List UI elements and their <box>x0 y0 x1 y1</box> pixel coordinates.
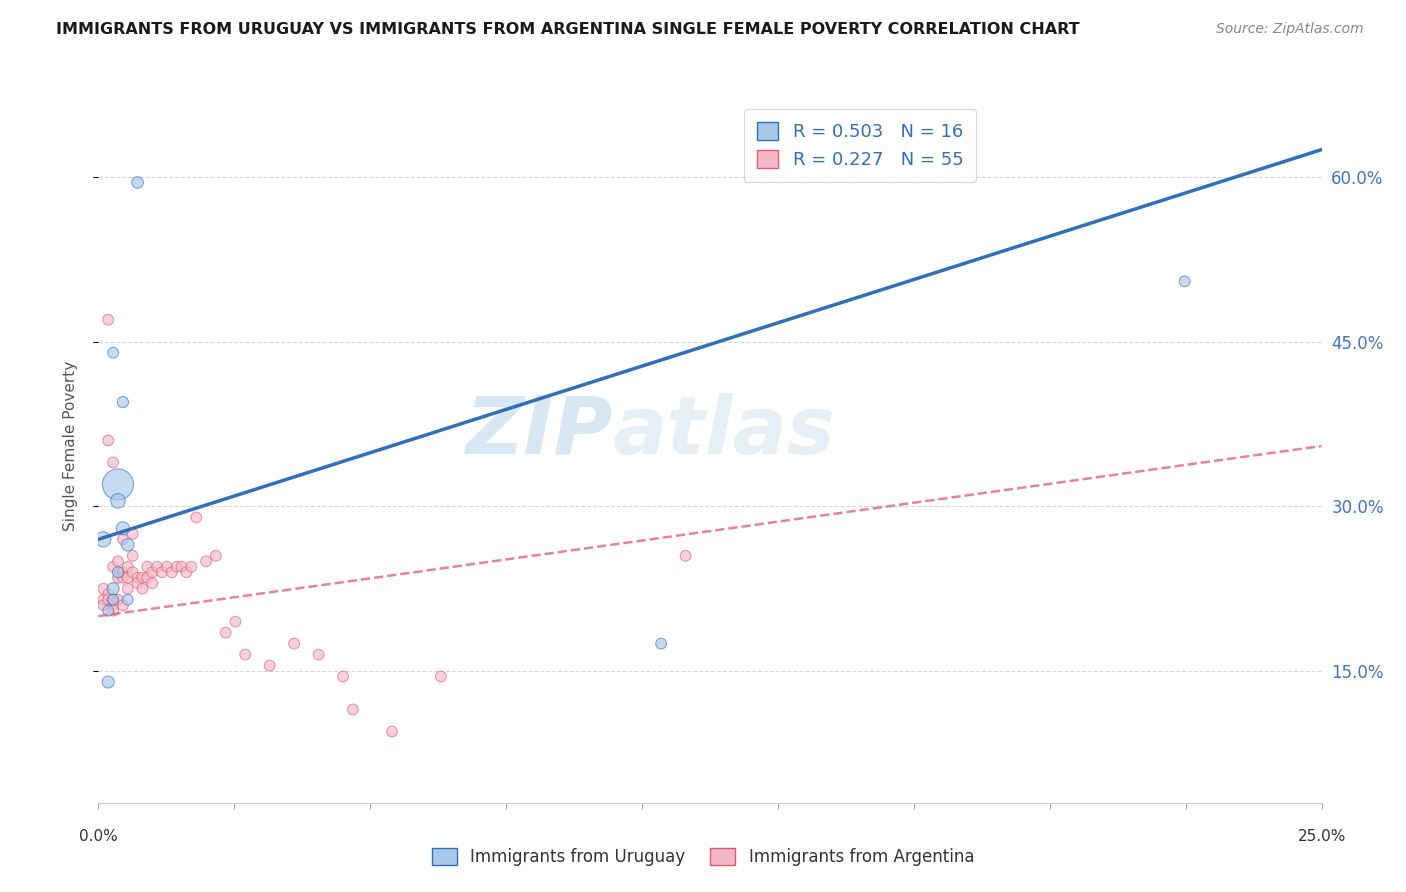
Point <box>136 571 159 585</box>
Point <box>111 533 134 547</box>
Point <box>141 566 163 580</box>
Text: 25.0%: 25.0% <box>1298 830 1346 844</box>
Point <box>205 549 228 563</box>
Point <box>111 598 134 612</box>
Point <box>332 669 354 683</box>
Point <box>141 576 163 591</box>
Point <box>91 592 114 607</box>
Text: 0.0%: 0.0% <box>79 830 118 844</box>
Point <box>650 637 672 651</box>
Point <box>91 533 114 547</box>
Point <box>283 637 305 651</box>
Point <box>127 571 149 585</box>
Point <box>308 648 330 662</box>
Point <box>131 582 153 596</box>
Point <box>101 559 124 574</box>
Point <box>101 598 124 612</box>
Point <box>107 477 129 491</box>
Point <box>97 675 120 690</box>
Point <box>186 510 208 524</box>
Point <box>97 604 120 618</box>
Point <box>146 559 169 574</box>
Point <box>156 559 179 574</box>
Point <box>127 176 149 190</box>
Legend: R = 0.503   N = 16, R = 0.227   N = 55: R = 0.503 N = 16, R = 0.227 N = 55 <box>744 109 976 182</box>
Point <box>342 702 364 716</box>
Point <box>176 566 198 580</box>
Point <box>101 455 124 469</box>
Point <box>117 592 139 607</box>
Point <box>111 566 134 580</box>
Point <box>101 604 124 618</box>
Point <box>160 566 183 580</box>
Point <box>107 566 129 580</box>
Point <box>117 559 139 574</box>
Point <box>381 724 404 739</box>
Point <box>107 554 129 568</box>
Point <box>180 559 202 574</box>
Text: Source: ZipAtlas.com: Source: ZipAtlas.com <box>1216 22 1364 37</box>
Point <box>111 571 134 585</box>
Point <box>101 592 124 607</box>
Point <box>117 582 139 596</box>
Y-axis label: Single Female Poverty: Single Female Poverty <box>63 361 77 531</box>
Point <box>675 549 697 563</box>
Point <box>117 538 139 552</box>
Point <box>101 345 124 359</box>
Point <box>136 559 159 574</box>
Point <box>170 559 193 574</box>
Point <box>233 648 256 662</box>
Point <box>97 592 120 607</box>
Point <box>111 395 134 409</box>
Text: ZIP: ZIP <box>465 392 612 471</box>
Point <box>107 592 129 607</box>
Legend: Immigrants from Uruguay, Immigrants from Argentina: Immigrants from Uruguay, Immigrants from… <box>423 840 983 875</box>
Point <box>430 669 453 683</box>
Text: IMMIGRANTS FROM URUGUAY VS IMMIGRANTS FROM ARGENTINA SINGLE FEMALE POVERTY CORRE: IMMIGRANTS FROM URUGUAY VS IMMIGRANTS FR… <box>56 22 1080 37</box>
Point <box>127 576 149 591</box>
Text: atlas: atlas <box>612 392 835 471</box>
Point <box>121 526 143 541</box>
Point <box>91 598 114 612</box>
Point <box>195 554 218 568</box>
Point <box>101 592 124 607</box>
Point <box>117 571 139 585</box>
Point <box>101 582 124 596</box>
Point <box>107 571 129 585</box>
Point <box>121 549 143 563</box>
Point <box>97 434 120 448</box>
Point <box>224 615 246 629</box>
Point <box>214 625 236 640</box>
Point <box>166 559 188 574</box>
Point <box>97 587 120 601</box>
Point <box>107 494 129 508</box>
Point <box>97 312 120 326</box>
Point <box>91 582 114 596</box>
Point <box>111 521 134 535</box>
Point <box>131 571 153 585</box>
Point <box>150 566 173 580</box>
Point <box>1174 274 1197 288</box>
Point <box>121 566 143 580</box>
Point <box>259 658 281 673</box>
